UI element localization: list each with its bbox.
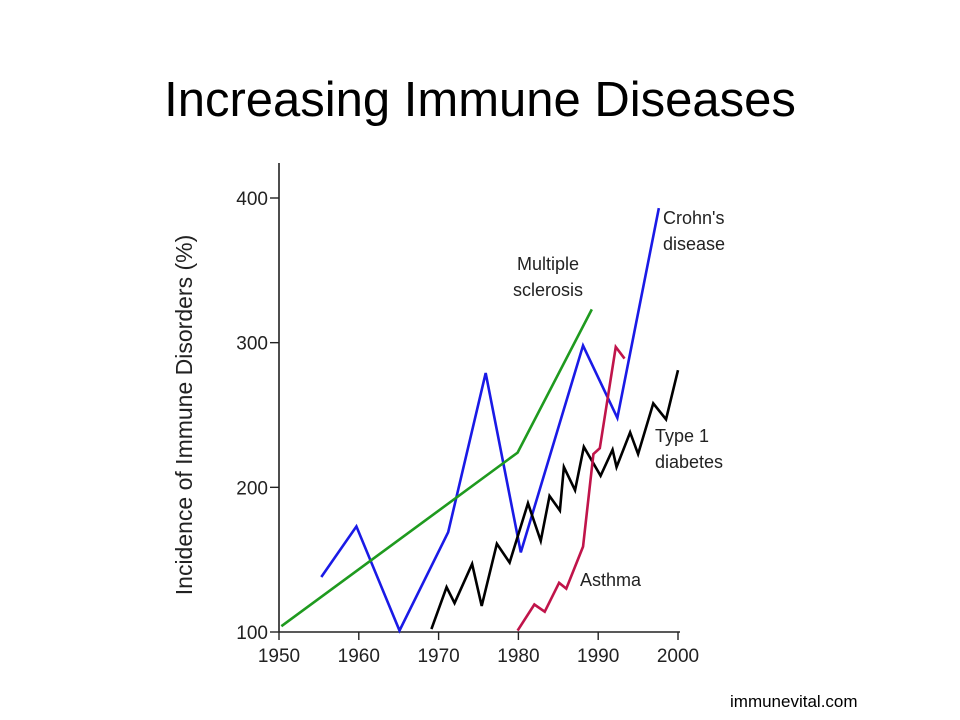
y-tick-label: 300 <box>236 334 268 355</box>
axes: 100 200 300 400 1950 1960 1970 1980 1990 2000 <box>236 163 699 667</box>
series-label-crohn-s-disease: Crohn's <box>663 208 724 228</box>
x-tick-label: 1950 <box>258 646 300 667</box>
series-lines <box>280 207 680 634</box>
series-label-multiple-sclerosis: Multiple <box>517 254 579 274</box>
series-label-type-1-diabetes: Type 1 <box>655 426 709 446</box>
x-tick-label: 1980 <box>497 646 539 667</box>
series-line-asthma <box>516 343 626 632</box>
slide-title: Increasing Immune Diseases <box>164 73 796 127</box>
series-label-crohn-s-disease: disease <box>663 234 725 254</box>
x-tick-label: 1990 <box>577 646 619 667</box>
x-tick-label: 1970 <box>417 646 459 667</box>
y-tick-label: 200 <box>236 478 268 499</box>
series-label-asthma: Asthma <box>580 570 642 590</box>
series-label-type-1-diabetes: diabetes <box>655 452 723 472</box>
y-tick-label: 400 <box>236 189 268 210</box>
series-labels: Crohn's disease Multiple sclerosis Type 1 dia… <box>513 208 725 590</box>
y-axis-label: Incidence of Immune Disorders (%) <box>171 235 197 595</box>
source-footer: immunevital.com <box>730 692 858 711</box>
series-label-multiple-sclerosis: sclerosis <box>513 280 583 300</box>
y-tick-label: 100 <box>236 623 268 644</box>
x-tick-label: 1960 <box>338 646 380 667</box>
series-line-type-1-diabetes <box>430 369 680 630</box>
x-tick-label: 2000 <box>657 646 699 667</box>
